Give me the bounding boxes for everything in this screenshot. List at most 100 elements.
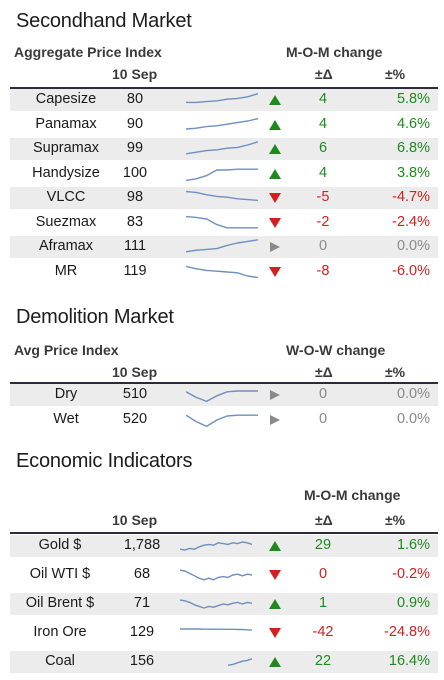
triangle-right-icon xyxy=(268,389,282,401)
row-name: Panamax xyxy=(35,115,97,132)
sparkline-path xyxy=(185,141,259,155)
row-pct: 0.0% xyxy=(396,238,430,254)
demolition-date: 10 Sep xyxy=(112,364,158,380)
table-row: Supramax 99 6 6.8% xyxy=(10,138,438,160)
row-name: Coal xyxy=(45,653,75,669)
sparkline-path xyxy=(227,658,253,666)
sparkline-path xyxy=(185,190,259,202)
triangle-up-icon xyxy=(268,143,282,155)
row-name: Dry xyxy=(54,386,78,402)
row-name: Supramax xyxy=(32,140,100,156)
row-delta: 1 xyxy=(318,595,328,611)
row-pct: 0.0% xyxy=(396,386,430,402)
table-row: MR 119 -8 -6.0% xyxy=(10,261,438,283)
economic-date: 10 Sep xyxy=(112,512,158,528)
sparkline xyxy=(185,412,258,428)
row-name: Oil WTI $ xyxy=(29,566,91,582)
row-delta: 0 xyxy=(318,386,328,402)
table-row: Oil WTI $ 68 0 -0.2% xyxy=(10,564,438,586)
sparkline xyxy=(180,625,253,641)
row-pct: -2.4% xyxy=(392,213,430,230)
row-name: Gold $ xyxy=(38,537,82,553)
sparkline xyxy=(185,387,258,403)
row-value: 1,788 xyxy=(123,537,161,553)
table-row: Aframax 111 0 0.0% xyxy=(10,236,438,258)
sparkline-path xyxy=(179,599,253,609)
triangle-right-icon xyxy=(268,241,282,253)
demolition-rule xyxy=(10,382,438,384)
row-name: Suezmax xyxy=(35,213,97,230)
sparkline xyxy=(185,141,259,157)
secondhand-date: 10 Sep xyxy=(112,66,158,82)
row-name: Handysize xyxy=(32,164,100,181)
triangle-up-icon xyxy=(268,656,282,668)
row-pct: 0.0% xyxy=(396,411,430,427)
row-delta: 4 xyxy=(318,91,328,107)
row-value: 119 xyxy=(123,262,147,279)
row-pct: -0.2% xyxy=(392,566,430,582)
row-delta: 0 xyxy=(318,238,328,254)
table-row: Coal 156 22 16.4% xyxy=(10,651,438,673)
row-delta: 29 xyxy=(314,537,332,553)
sparkline-path xyxy=(185,215,258,228)
row-delta: -42 xyxy=(312,624,334,640)
sparkline-path xyxy=(185,265,259,278)
row-value: 80 xyxy=(126,91,144,107)
row-delta: 4 xyxy=(318,115,328,132)
row-value: 68 xyxy=(133,566,151,582)
row-delta: 22 xyxy=(314,653,332,669)
table-row: Oil Brent $ 71 1 0.9% xyxy=(10,593,438,615)
triangle-down-icon xyxy=(268,266,282,278)
row-name: Capesize xyxy=(35,91,97,107)
row-pct: -4.7% xyxy=(392,189,430,205)
table-row: Gold $ 1,788 29 1.6% xyxy=(10,535,438,557)
sparkline-path xyxy=(185,390,258,403)
secondhand-pct-label: ±% xyxy=(385,66,406,82)
sparkline-path xyxy=(185,414,258,428)
row-delta: -8 xyxy=(316,262,330,279)
triangle-down-icon xyxy=(268,217,282,229)
row-pct: 6.8% xyxy=(396,140,430,156)
demolition-section: Demolition Market Avg Price Index W-O-W … xyxy=(10,306,438,431)
triangle-up-icon xyxy=(268,168,282,180)
economic-change-label: M-O-M change xyxy=(304,487,401,503)
sparkline-path xyxy=(179,569,253,581)
triangle-up-icon xyxy=(268,598,282,610)
row-value: 100 xyxy=(122,164,148,181)
row-delta: 0 xyxy=(318,411,328,427)
table-row: Panamax 90 4 4.6% xyxy=(10,114,438,136)
row-delta: -5 xyxy=(316,189,330,205)
row-pct: 0.9% xyxy=(396,595,430,611)
sparkline xyxy=(185,264,259,280)
sparkline xyxy=(185,190,259,206)
row-value: 129 xyxy=(129,624,155,640)
sparkline xyxy=(185,117,259,133)
demolition-title: Demolition Market xyxy=(16,306,174,328)
table-row: Suezmax 83 -2 -2.4% xyxy=(10,212,438,234)
row-value: 71 xyxy=(133,595,151,611)
economic-delta-label: ±Δ xyxy=(315,512,333,528)
triangle-down-icon xyxy=(268,627,282,639)
row-value: 156 xyxy=(129,653,155,669)
secondhand-index-label: Aggregate Price Index xyxy=(14,44,162,60)
table-row: Dry 510 0 0.0% xyxy=(10,384,438,406)
row-name: Oil Brent $ xyxy=(25,595,95,611)
sparkline xyxy=(186,92,259,108)
sparkline xyxy=(185,239,259,255)
triangle-up-icon xyxy=(268,540,282,552)
row-value: 99 xyxy=(126,140,144,156)
row-delta: 6 xyxy=(318,140,328,156)
row-value: 111 xyxy=(123,238,147,254)
secondhand-section: Secondhand Market Aggregate Price Index … xyxy=(0,0,444,300)
table-row: Capesize 80 4 5.8% xyxy=(10,89,438,111)
sparkline xyxy=(179,567,253,583)
sparkline-path xyxy=(185,117,259,130)
sparkline-path xyxy=(186,92,259,104)
sparkline xyxy=(179,538,253,554)
row-value: 510 xyxy=(122,386,148,402)
row-value: 90 xyxy=(126,115,144,132)
row-pct: 4.6% xyxy=(396,115,430,132)
triangle-up-icon xyxy=(268,94,282,106)
table-row: Wet 520 0 0.0% xyxy=(10,409,438,431)
sparkline-path xyxy=(179,541,253,551)
